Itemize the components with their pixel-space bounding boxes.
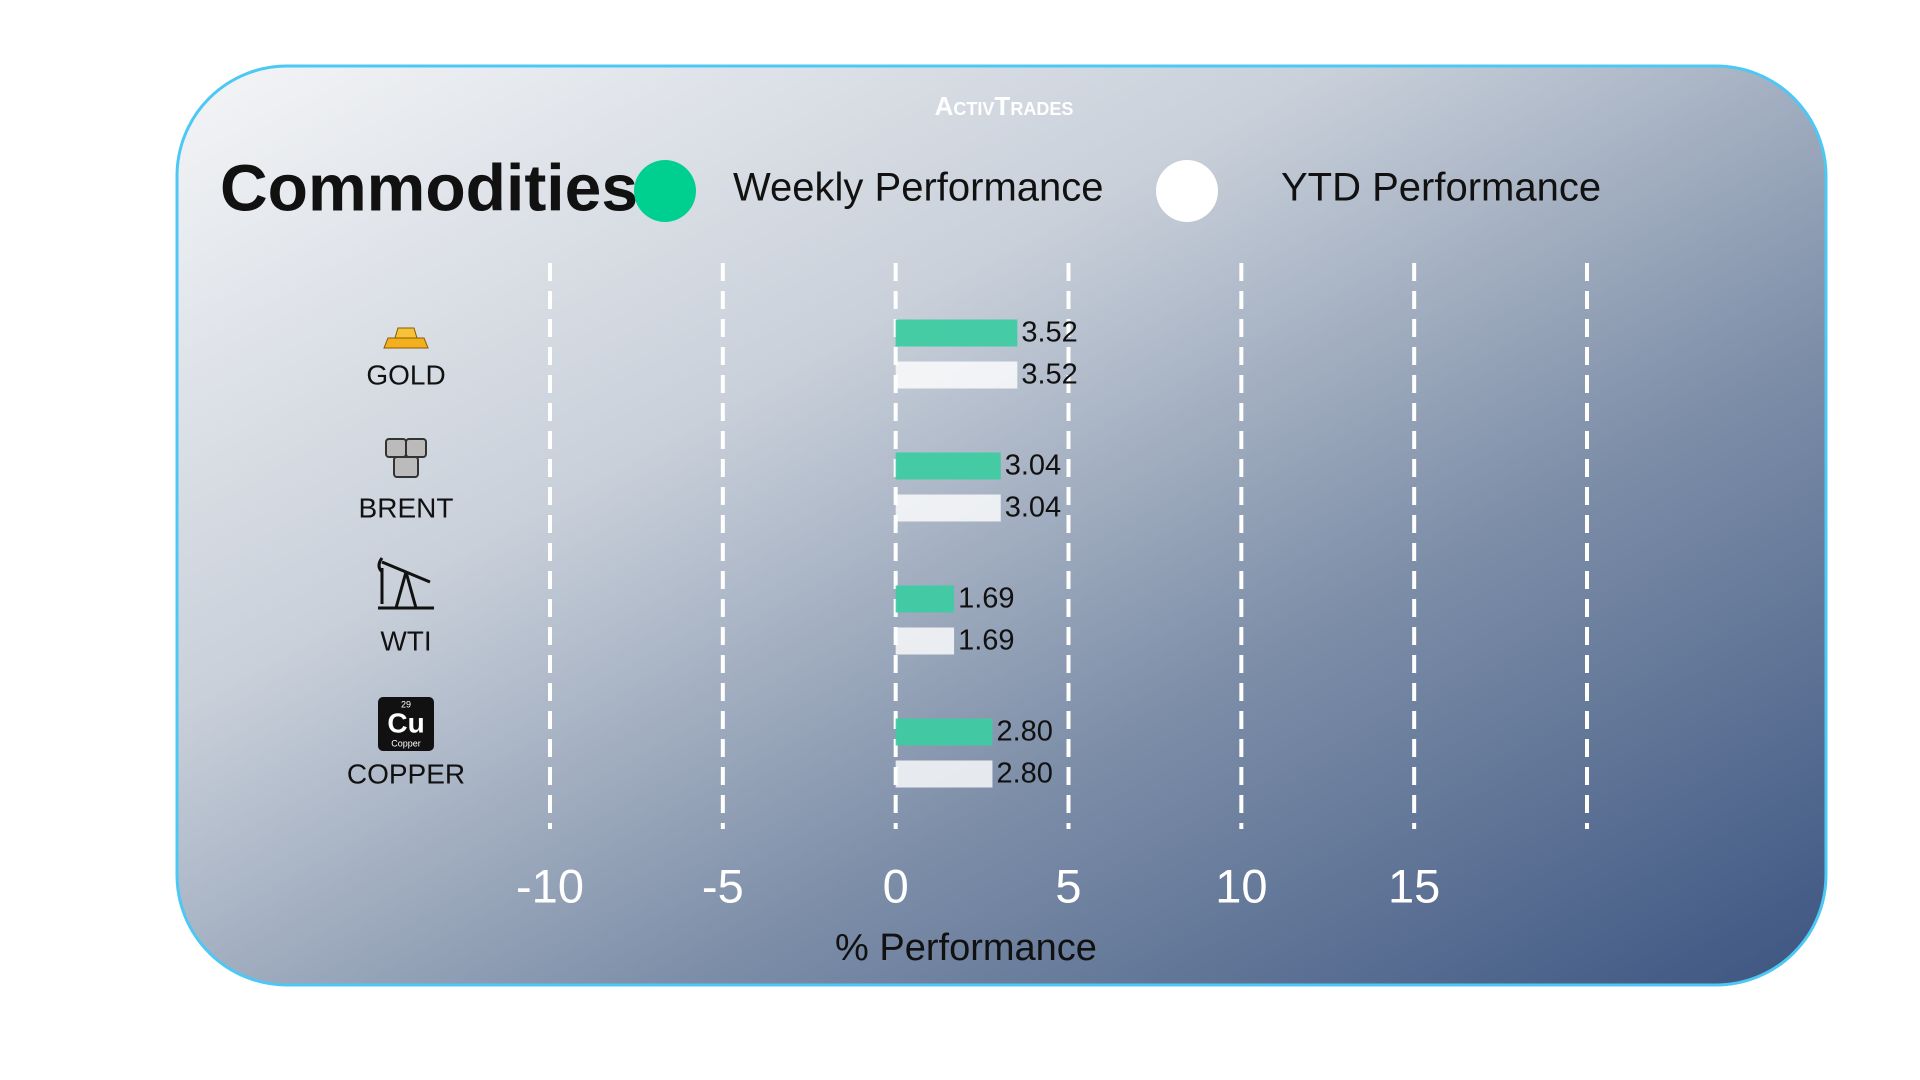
legend-swatch: [1156, 160, 1218, 222]
bar: [895, 319, 1018, 347]
bar: [895, 452, 1001, 480]
x-tick-label: 10: [1215, 859, 1267, 912]
category-label: WTI: [380, 625, 431, 656]
legend-label: Weekly Performance: [733, 166, 1104, 210]
x-tick-label: -5: [702, 859, 744, 912]
logo: ActivTrades: [935, 91, 1074, 121]
bar: [895, 718, 993, 746]
legend-label: YTD Performance: [1281, 166, 1601, 210]
brent-icon: [385, 438, 427, 478]
x-tick-label: 0: [883, 859, 909, 912]
value-label: 3.52: [1021, 359, 1077, 391]
value-label: 2.80: [996, 716, 1052, 748]
x-axis-label: % Performance: [835, 927, 1097, 969]
bar: [895, 627, 955, 655]
x-tick-label: -10: [516, 859, 584, 912]
gold-icon: [383, 327, 429, 349]
value-label: 3.04: [1005, 450, 1061, 482]
value-label: 2.80: [996, 758, 1052, 790]
copper-icon: 29 Cu Copper: [378, 697, 434, 751]
icon-text: Cu: [387, 707, 424, 738]
category-label: BRENT: [359, 492, 454, 523]
value-label: 1.69: [958, 625, 1014, 657]
bar: [895, 494, 1001, 522]
category-label: COPPER: [347, 758, 465, 789]
x-tick-label: 15: [1388, 859, 1440, 912]
category-label: GOLD: [366, 359, 445, 390]
x-tick-label: 5: [1055, 859, 1081, 912]
icon-text: Copper: [391, 738, 421, 748]
icon-text: 29: [401, 699, 411, 709]
value-label: 1.69: [958, 583, 1014, 615]
value-label: 3.04: [1005, 492, 1061, 524]
bar: [895, 361, 1018, 389]
legend-swatch: [634, 160, 696, 222]
bar: [895, 760, 993, 788]
bar: [895, 585, 955, 613]
wti-icon: [377, 557, 434, 610]
chart-title: Commodities: [220, 150, 638, 224]
value-label: 3.52: [1021, 317, 1077, 349]
